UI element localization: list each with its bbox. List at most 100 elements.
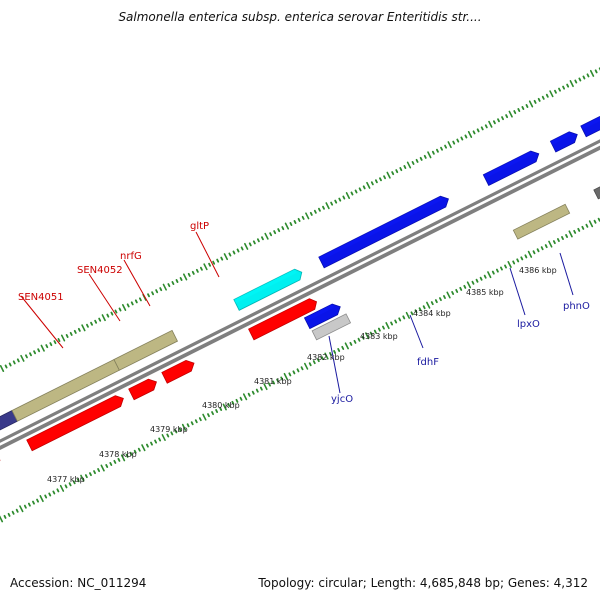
minor-tick [147,293,150,298]
minor-tick [300,366,304,371]
minor-tick [479,276,483,281]
major-tick [405,311,411,319]
minor-tick [524,254,528,259]
minor-tick [309,211,313,216]
minor-tick [554,89,557,94]
gene-sen4052-body [113,329,179,371]
gene-features [0,116,600,462]
minor-tick [178,427,182,432]
leader-line [409,314,424,349]
minor-tick [415,158,419,163]
minor-tick [533,99,537,104]
minor-tick [167,283,171,288]
minor-tick [484,124,488,129]
gene-red-2-body [26,395,124,452]
major-tick [242,393,248,401]
major-tick [527,250,533,258]
minor-tick [12,360,16,365]
minor-tick [109,461,113,466]
minor-tick [297,217,301,222]
gene-blue-small-body [303,303,341,330]
gene-red-4-body [161,359,195,384]
minor-tick [134,299,138,304]
minor-tick [495,268,499,273]
major-tick [141,444,146,452]
major-tick [588,220,594,228]
minor-tick [45,344,49,349]
minor-tick [516,258,520,263]
gene-gltp-body [233,268,303,311]
minor-tick [354,189,358,194]
gene-label-gltp: gltP [190,221,209,232]
minor-tick [399,167,403,172]
minor-tick [171,281,175,286]
gene-upper-4 [482,150,540,187]
tick-marks [0,67,600,523]
major-tick [427,151,432,159]
minor-tick [373,329,377,334]
major-tick [325,202,330,210]
minor-tick [455,288,459,293]
minor-tick [430,301,434,306]
minor-tick [212,260,216,265]
minor-tick [301,215,305,220]
minor-tick [585,223,589,228]
minor-tick [561,236,564,240]
minor-tick [44,494,48,499]
minor-tick [456,138,460,143]
minor-tick [391,171,395,176]
minor-tick [370,181,374,186]
minor-tick [98,317,102,322]
gene-fdhf-upper [318,195,449,269]
minor-tick [459,286,463,291]
gene-upper-5-highlight [550,131,572,145]
minor-tick [410,311,414,316]
minor-tick [251,390,255,395]
minor-tick [338,197,342,202]
minor-tick [175,279,179,283]
major-tick [19,505,24,513]
minor-tick [480,126,484,131]
minor-tick [483,274,487,279]
minor-tick [369,331,373,336]
minor-tick [513,110,517,115]
minor-tick [166,433,170,438]
major-tick [100,464,105,472]
gene-red-4 [161,359,195,384]
minor-tick [106,313,110,318]
major-tick [263,383,268,391]
major-tick [183,273,188,281]
minor-tick [256,238,260,243]
minor-tick [215,409,219,414]
gene-lpxo [512,203,571,240]
minor-tick [247,392,251,397]
minor-tick [220,256,224,261]
minor-tick [358,187,362,192]
major-tick [528,100,534,108]
major-tick [508,110,513,118]
gene-red-5-highlight [248,298,312,333]
minor-tick [52,490,56,495]
major-tick [305,212,310,220]
gene-upper-5-body [549,131,578,153]
major-tick [487,271,492,279]
minor-tick [419,156,423,161]
minor-tick [418,307,422,312]
minor-tick [382,325,385,330]
gene-red-5 [248,298,318,341]
minor-tick [476,128,480,133]
scale-labels: 4377 kbp 4378 kbp 4379 kbp 4380 kbp 4381 kbp… [47,266,557,484]
minor-tick [500,266,503,271]
minor-tick [150,441,153,446]
gene-phno [593,186,600,200]
minor-tick [72,480,76,485]
gene-upper-4-highlight [483,151,533,179]
minor-tick [248,242,252,247]
scale-label: 4377 kbp [47,475,85,484]
minor-tick [56,488,60,493]
minor-tick [349,341,353,346]
minor-tick [362,185,366,190]
minor-tick [207,413,210,418]
gene-lpxo-body [512,203,571,240]
minor-tick [395,169,399,174]
